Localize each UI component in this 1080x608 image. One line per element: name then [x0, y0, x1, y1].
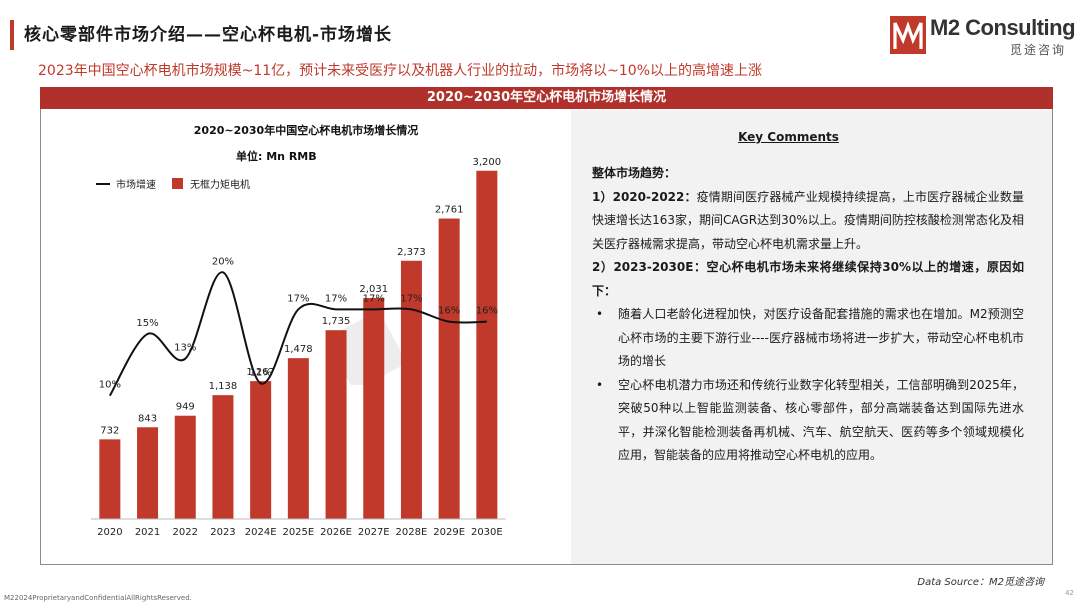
- bar-value-label: 1,478: [284, 344, 313, 355]
- growth-value-label: 20%: [212, 256, 234, 267]
- comments-body: 整体市场趋势： 1）2020-2022：疫情期间医疗器械产业规模持续提高，上市医…: [592, 162, 1024, 468]
- growth-value-label: 11%: [250, 367, 272, 378]
- comments-heading: 整体市场趋势：: [592, 166, 677, 180]
- growth-value-label: 10%: [99, 380, 121, 391]
- growth-value-label: 15%: [136, 318, 158, 329]
- page-number: 42: [1065, 589, 1074, 597]
- bar-value-label: 843: [138, 413, 157, 424]
- bar-value-label: 1,267: [246, 367, 275, 378]
- logo-subtitle: 觅途咨询: [1010, 43, 1067, 57]
- legend-bar-swatch: [172, 178, 183, 189]
- x-tick-label: 2027E: [358, 527, 390, 538]
- comments-panel: [571, 110, 1052, 564]
- bar: [287, 358, 309, 519]
- x-tick-label: 2028E: [396, 527, 428, 538]
- growth-value-label: 17%: [400, 293, 422, 304]
- bar: [250, 381, 272, 519]
- bar: [363, 297, 385, 519]
- growth-line-series: 10% 15% 13% 20% 11% 17% 17% 17% 17% 16% 16%: [99, 256, 498, 397]
- bar-value-label: 2,761: [435, 205, 464, 216]
- bar-value-label: 1,735: [322, 316, 351, 327]
- bar: [137, 427, 159, 519]
- x-axis: 2020 2021 2022 2023 2024E 2025E 2026E 2027E 2028…: [91, 518, 506, 538]
- m2-logo-icon: [890, 16, 926, 54]
- bar-value-label: 2,031: [359, 284, 388, 295]
- growth-value-label: 17%: [287, 293, 309, 304]
- bar: [174, 415, 196, 519]
- x-tick-label: 2022: [173, 527, 198, 538]
- growth-value-label: 13%: [174, 343, 196, 354]
- growth-value-label: 16%: [476, 306, 498, 317]
- market-growth-chart: 2020~2030年中国空心杯电机市场增长情况 单位: Mn RMB 市场增速 无…: [91, 123, 506, 538]
- comment-item-2-lead: 2）2023-2030E：空心杯电机市场未来将继续保持30%以上的增速，原因如下…: [592, 260, 1024, 298]
- comment-bullet: • 随着人口老龄化进程加快，对医疗设备配套措施的需求也在增加。M2预测空心杯市场的…: [592, 303, 1024, 374]
- x-tick-label: 2023: [210, 527, 235, 538]
- company-logo: M2 Consulting 觅途咨询: [886, 12, 1076, 60]
- comment-item-1: 1）2020-2022：疫情期间医疗器械产业规模持续提高，上市医疗器械企业数量快…: [592, 186, 1024, 257]
- growth-value-label: 17%: [325, 293, 347, 304]
- page-title: 核心零部件市场介绍——空心杯电机-市场增长: [24, 25, 393, 45]
- bar-value-label: 3,200: [473, 157, 502, 168]
- page-subtitle: 2023年中国空心杯电机市场规模~11亿，预计未来受医疗以及机器人行业的拉动，市…: [38, 63, 763, 79]
- x-tick-label: 2021: [135, 527, 160, 538]
- bar: [325, 330, 347, 519]
- legend-label-growth: 市场增速: [116, 178, 156, 191]
- growth-value-label: 16%: [438, 306, 460, 317]
- bar-value-label: 732: [100, 425, 119, 436]
- growth-value-label: 17%: [363, 293, 385, 304]
- comment-item-1-lead: 1）2020-2022：: [592, 189, 697, 204]
- logo-name: M2 Consulting: [930, 15, 1076, 40]
- chart-unit: 单位: Mn RMB: [236, 149, 317, 163]
- bar: [476, 170, 498, 519]
- legend-label-bars: 无框力矩电机: [190, 178, 250, 191]
- bar-value-label: 2,373: [397, 247, 426, 258]
- bar-series: 732 843 949 1,138 1,267 1,478 1,735 2,031 2,373 2…: [99, 157, 501, 519]
- x-tick-label: 2020: [97, 527, 122, 538]
- x-tick-label: 2029E: [433, 527, 465, 538]
- growth-line: [108, 271, 487, 397]
- x-tick-label: 2024E: [245, 527, 277, 538]
- bar: [438, 218, 460, 519]
- data-source: Data Source：M2觅途咨询: [917, 577, 1044, 588]
- bar-value-label: 949: [176, 402, 195, 413]
- comment-item-2: 2）2023-2030E：空心杯电机市场未来将继续保持30%以上的增速，原因如下…: [592, 256, 1024, 303]
- x-tick-label: 2025E: [282, 527, 314, 538]
- chart-legend: 市场增速 无框力矩电机: [96, 178, 250, 191]
- title-accent-bar: [10, 20, 14, 50]
- comments-title: Key Comments: [738, 130, 839, 144]
- confidential-notice: M22024ProprietaryandConfidentialAllRight…: [4, 594, 192, 602]
- x-tick-label: 2026E: [320, 527, 352, 538]
- bar: [99, 439, 121, 519]
- bar-value-label: 1,138: [209, 381, 238, 392]
- comment-bullet-text: 空心杯电机潜力市场还和传统行业数字化转型相关，工信部明确到2025年，突破50种…: [618, 377, 1024, 463]
- comment-bullet-text: 随着人口老龄化进程加快，对医疗设备配套措施的需求也在增加。M2预测空心杯市场的主…: [618, 307, 1024, 368]
- comment-bullets: • 随着人口老龄化进程加快，对医疗设备配套措施的需求也在增加。M2预测空心杯市场的…: [592, 303, 1024, 468]
- x-tick-label: 2030E: [471, 527, 503, 538]
- comment-bullet: • 空心杯电机潜力市场还和传统行业数字化转型相关，工信部明确到2025年，突破50…: [592, 374, 1024, 468]
- bar: [212, 395, 234, 519]
- bullet-dot-icon: •: [596, 307, 604, 321]
- panel-header: 2020~2030年空心杯电机市场增长情况: [40, 87, 1053, 109]
- comment-item-1-text: 疫情期间医疗器械产业规模持续提高，上市医疗器械企业数量快速增长达163家，期间C…: [592, 189, 1024, 251]
- bar: [400, 260, 422, 519]
- chart-title: 2020~2030年中国空心杯电机市场增长情况: [194, 123, 418, 137]
- bullet-dot-icon: •: [596, 377, 604, 392]
